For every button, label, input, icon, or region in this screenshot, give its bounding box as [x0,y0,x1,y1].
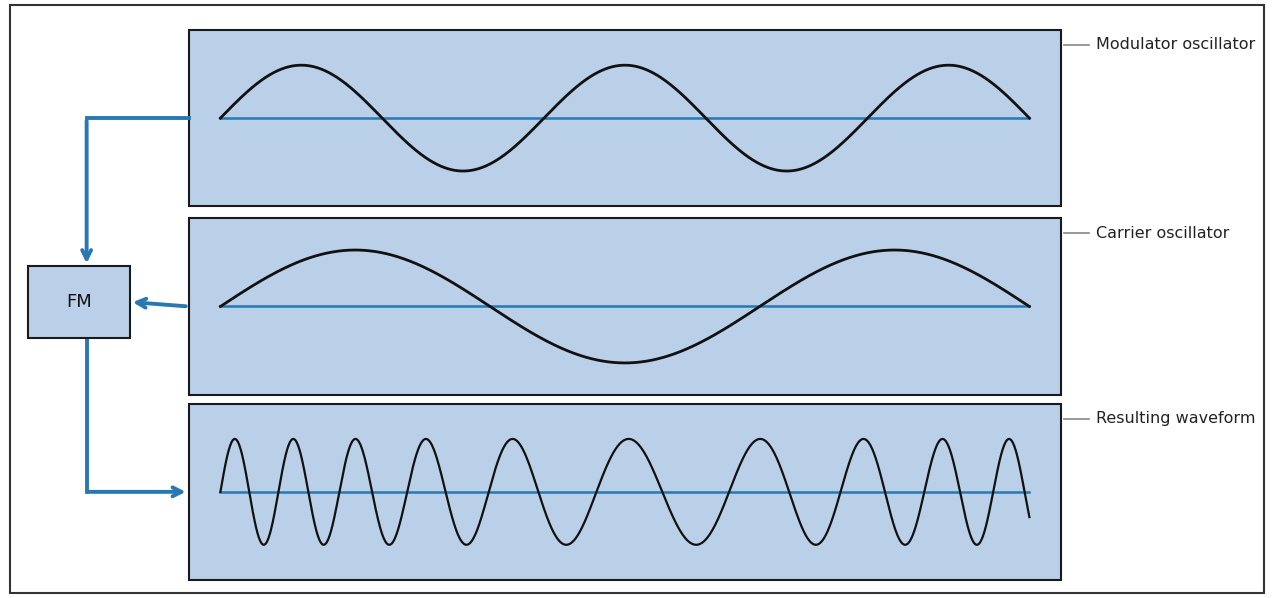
Text: Resulting waveform: Resulting waveform [1096,411,1255,426]
Text: FM: FM [66,293,92,311]
Text: Carrier oscillator: Carrier oscillator [1096,225,1229,241]
Bar [189,30,1061,206]
Bar [189,404,1061,580]
Bar [189,218,1061,395]
Bar [28,266,130,338]
Text: Modulator oscillator: Modulator oscillator [1096,37,1255,53]
